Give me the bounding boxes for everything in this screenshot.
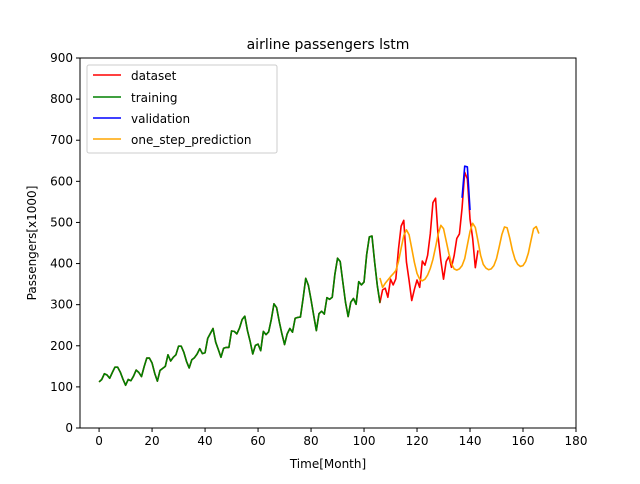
y-tick-label: 300 bbox=[50, 298, 73, 312]
x-tick-label: 140 bbox=[459, 434, 482, 448]
x-tick-label: 100 bbox=[353, 434, 376, 448]
y-tick-label: 800 bbox=[50, 92, 73, 106]
series-layer bbox=[98, 165, 540, 387]
x-tick-label: 180 bbox=[565, 434, 588, 448]
x-tick-label: 160 bbox=[512, 434, 535, 448]
y-axis-ticks: 0 100 200 300 400 500 600 700 800 900 bbox=[50, 51, 80, 435]
legend-label-training: training bbox=[131, 91, 178, 105]
legend-label-dataset: dataset bbox=[131, 69, 177, 83]
series-line-validation bbox=[461, 165, 471, 211]
y-tick-label: 600 bbox=[50, 174, 73, 188]
y-axis-label: Passengers[x1000] bbox=[25, 186, 39, 301]
y-tick-label: 900 bbox=[50, 51, 73, 65]
y-tick-label: 400 bbox=[50, 257, 73, 271]
y-tick-label: 0 bbox=[65, 421, 73, 435]
x-tick-label: 60 bbox=[250, 434, 265, 448]
chart-title: airline passengers lstm bbox=[247, 37, 410, 53]
series-line-training bbox=[98, 235, 381, 387]
legend: dataset training validation one_step_pre… bbox=[86, 64, 278, 154]
legend-label-one-step-prediction: one_step_prediction bbox=[131, 133, 252, 147]
x-axis-label: Time[Month] bbox=[289, 457, 366, 471]
x-tick-label: 20 bbox=[144, 434, 159, 448]
x-tick-label: 80 bbox=[303, 434, 318, 448]
y-tick-label: 100 bbox=[50, 380, 73, 394]
x-tick-label: 120 bbox=[406, 434, 429, 448]
y-tick-label: 200 bbox=[50, 339, 73, 353]
y-tick-label: 500 bbox=[50, 215, 73, 229]
x-axis-ticks: 0 20 40 60 80 100 120 140 160 180 bbox=[95, 428, 587, 448]
x-tick-label: 0 bbox=[95, 434, 103, 448]
series-line-one-step-prediction bbox=[379, 222, 540, 289]
y-tick-label: 700 bbox=[50, 133, 73, 147]
x-tick-label: 40 bbox=[197, 434, 212, 448]
legend-box bbox=[86, 64, 278, 154]
legend-label-validation: validation bbox=[131, 112, 190, 126]
plot-frame bbox=[79, 57, 577, 429]
